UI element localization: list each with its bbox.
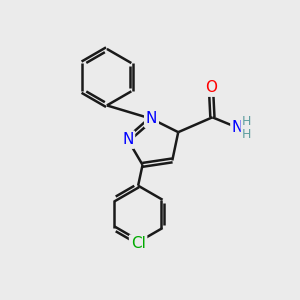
Text: O: O xyxy=(205,80,217,95)
Text: H: H xyxy=(241,115,251,128)
Text: N: N xyxy=(232,120,243,135)
Text: Cl: Cl xyxy=(131,236,146,251)
Text: N: N xyxy=(146,111,157,126)
Text: H: H xyxy=(241,128,251,141)
Text: N: N xyxy=(122,132,134,147)
